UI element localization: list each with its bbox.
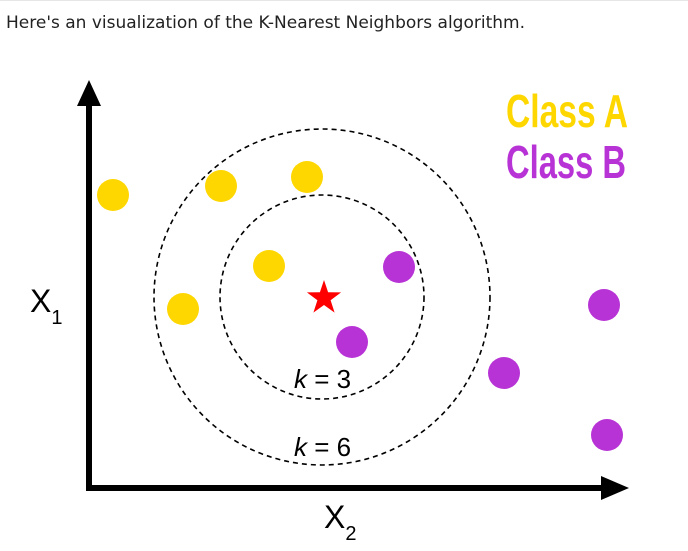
y-axis-label: X1 xyxy=(30,283,62,329)
class-b-point xyxy=(336,326,368,358)
legend-class-b: Class B xyxy=(506,136,626,188)
outer-circle-label: k = 6 xyxy=(294,432,351,462)
outer-circle-k6 xyxy=(153,128,491,466)
class-b-point xyxy=(591,419,623,451)
star-icon xyxy=(306,280,342,313)
inner-circle-label: k = 3 xyxy=(294,364,351,394)
class-a-point xyxy=(291,161,323,193)
inner-circle-k3 xyxy=(219,194,425,400)
intro-text: Here's an visualization of the K-Nearest… xyxy=(6,13,525,33)
legend-class-a: Class A xyxy=(506,85,628,137)
top-divider xyxy=(0,0,688,1)
class-a-point xyxy=(97,179,129,211)
x-axis-label: X2 xyxy=(324,499,356,545)
y-axis-arrowhead xyxy=(77,80,101,106)
class-a-point xyxy=(167,293,199,325)
class-a-point xyxy=(205,170,237,202)
class-b-point xyxy=(383,251,415,283)
class-b-point xyxy=(488,357,520,389)
x-axis-arrowhead xyxy=(601,476,629,500)
class-b-point xyxy=(588,289,620,321)
class-a-point xyxy=(253,250,285,282)
